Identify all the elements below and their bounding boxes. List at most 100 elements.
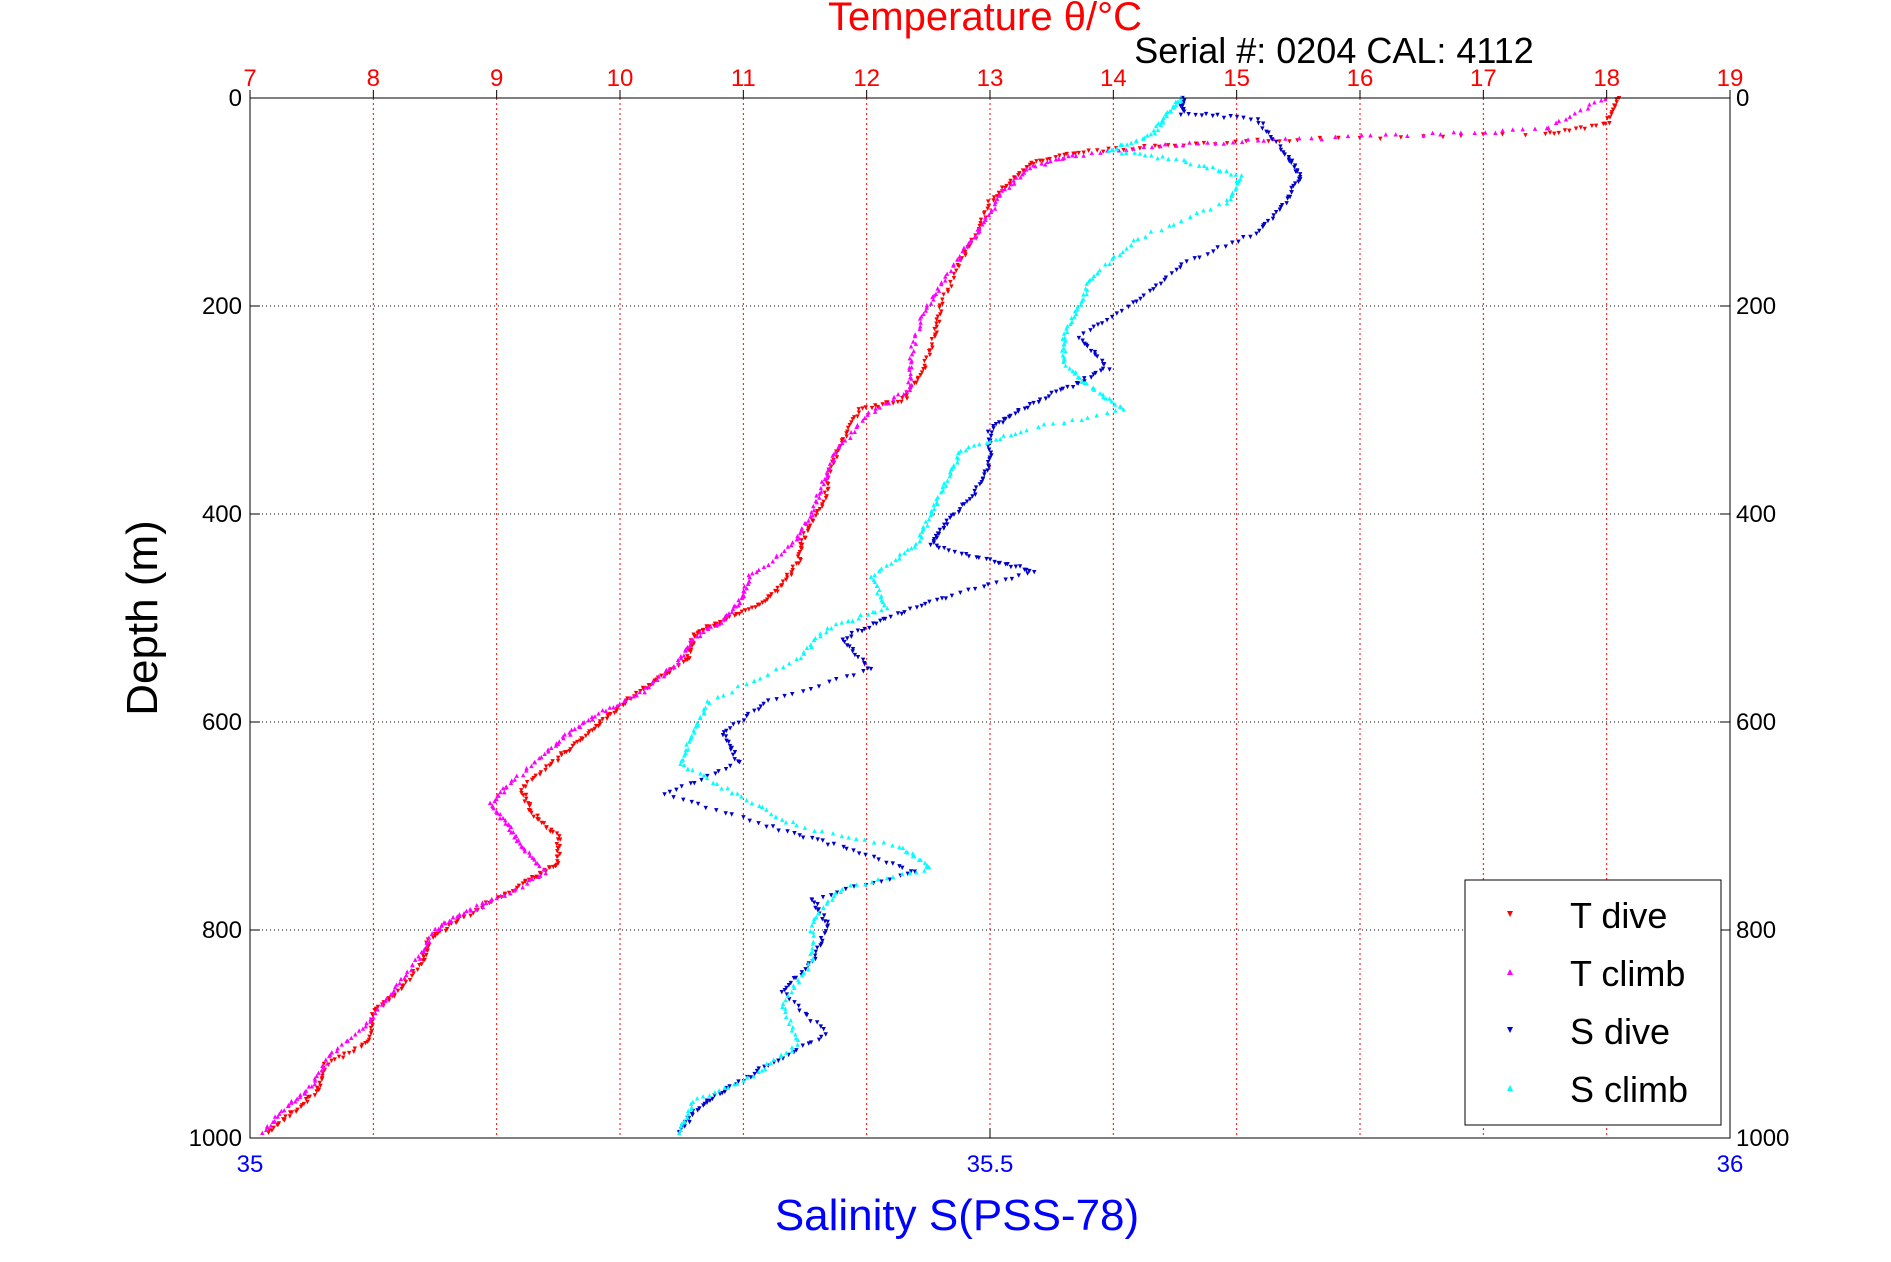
data-point bbox=[823, 1032, 828, 1037]
data-point bbox=[1500, 128, 1505, 133]
data-point bbox=[790, 819, 796, 825]
data-point bbox=[934, 324, 939, 330]
data-point bbox=[881, 616, 886, 622]
data-point bbox=[792, 1000, 797, 1005]
data-point bbox=[963, 447, 969, 453]
data-point bbox=[705, 773, 710, 779]
data-point bbox=[522, 848, 527, 854]
data-point bbox=[1090, 276, 1095, 281]
data-point bbox=[729, 609, 735, 614]
legend-marker bbox=[1507, 1085, 1513, 1091]
data-point bbox=[929, 342, 935, 347]
data-point bbox=[1070, 368, 1075, 374]
data-point bbox=[600, 707, 605, 713]
data-point bbox=[503, 818, 508, 823]
data-point bbox=[1181, 157, 1187, 163]
data-point bbox=[489, 896, 494, 902]
data-point bbox=[1224, 201, 1230, 206]
data-point bbox=[934, 497, 939, 502]
data-point bbox=[424, 943, 429, 949]
data-point bbox=[488, 899, 493, 904]
data-point bbox=[592, 726, 597, 732]
data-point bbox=[586, 717, 591, 723]
data-point bbox=[746, 607, 752, 612]
data-point bbox=[891, 394, 897, 400]
data-point bbox=[958, 590, 963, 596]
data-point bbox=[988, 434, 994, 439]
data-point bbox=[340, 1055, 346, 1061]
data-point bbox=[715, 694, 720, 700]
data-point bbox=[1084, 291, 1089, 297]
data-point bbox=[1393, 132, 1398, 137]
data-point bbox=[536, 817, 542, 822]
data-point bbox=[1245, 137, 1251, 142]
data-point bbox=[730, 752, 736, 758]
data-point bbox=[689, 799, 694, 805]
data-point bbox=[1578, 107, 1583, 113]
data-point bbox=[502, 893, 508, 898]
data-point bbox=[799, 973, 805, 978]
data-point bbox=[895, 611, 901, 616]
data-point bbox=[642, 689, 647, 695]
data-point bbox=[1124, 142, 1130, 147]
data-point bbox=[562, 732, 567, 737]
data-point bbox=[797, 1008, 802, 1013]
depth-tick-label: 400 bbox=[202, 501, 242, 528]
data-point bbox=[938, 312, 943, 317]
data-point bbox=[918, 372, 923, 378]
data-point bbox=[806, 961, 811, 967]
data-point bbox=[907, 606, 913, 611]
data-point bbox=[775, 585, 780, 591]
data-point bbox=[530, 876, 535, 882]
data-point bbox=[814, 1020, 820, 1025]
data-point bbox=[360, 1026, 366, 1031]
data-point bbox=[496, 793, 501, 798]
data-point bbox=[752, 708, 757, 713]
data-point bbox=[788, 1018, 794, 1023]
data-point bbox=[823, 495, 829, 501]
data-point bbox=[1567, 128, 1572, 134]
data-point bbox=[818, 633, 823, 639]
data-point bbox=[1609, 112, 1614, 117]
data-point bbox=[947, 515, 953, 521]
data-point bbox=[865, 666, 870, 671]
data-point bbox=[325, 1061, 330, 1066]
data-point bbox=[818, 631, 823, 636]
data-point bbox=[766, 594, 771, 599]
data-point bbox=[959, 551, 964, 557]
data-point bbox=[1285, 196, 1290, 201]
data-point bbox=[794, 537, 800, 542]
data-point bbox=[779, 817, 785, 822]
data-point bbox=[907, 367, 912, 372]
data-point bbox=[450, 914, 456, 920]
data-point bbox=[943, 274, 948, 279]
data-point bbox=[824, 630, 829, 635]
y-axis-label: Depth (m) bbox=[118, 520, 167, 716]
data-point bbox=[1058, 387, 1064, 393]
data-point bbox=[1153, 123, 1159, 129]
data-point bbox=[716, 1088, 722, 1093]
data-point bbox=[785, 993, 791, 998]
data-point bbox=[1013, 564, 1019, 569]
data-point bbox=[905, 871, 910, 876]
data-point bbox=[797, 549, 803, 555]
data-point bbox=[1614, 100, 1619, 105]
data-point bbox=[612, 710, 617, 716]
data-point bbox=[1398, 135, 1404, 140]
temp-tick-label: 15 bbox=[1223, 65, 1250, 92]
data-point bbox=[1099, 321, 1105, 326]
data-point bbox=[1278, 204, 1284, 210]
data-point bbox=[1171, 222, 1176, 227]
data-point bbox=[497, 811, 503, 817]
data-point bbox=[855, 414, 860, 419]
data-point bbox=[975, 230, 981, 235]
data-point bbox=[1158, 143, 1163, 149]
data-point bbox=[1022, 406, 1028, 411]
data-point bbox=[1118, 404, 1124, 410]
data-point bbox=[689, 637, 694, 642]
data-point bbox=[521, 793, 526, 798]
temp-tick-label: 10 bbox=[607, 65, 634, 92]
data-point bbox=[312, 1078, 318, 1083]
data-point bbox=[652, 678, 657, 683]
data-point bbox=[373, 1010, 378, 1016]
